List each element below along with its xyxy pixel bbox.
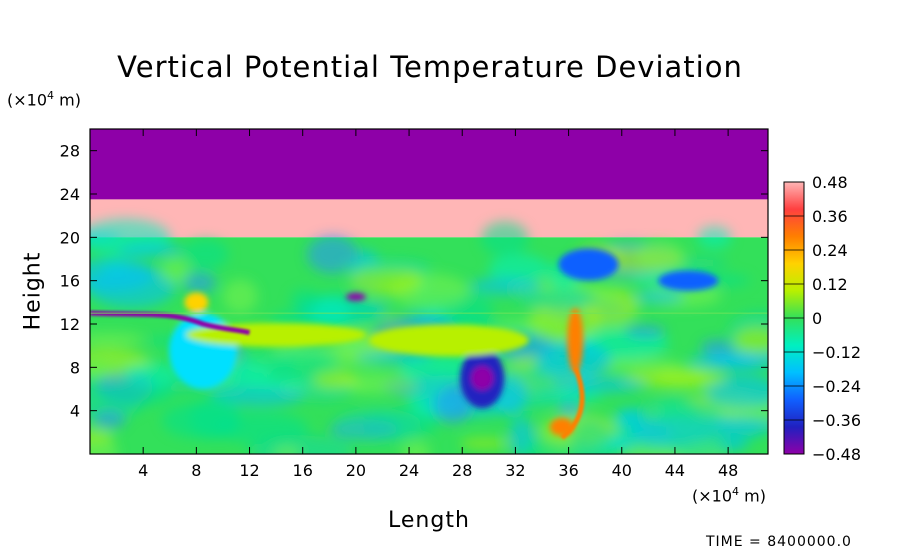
x-tick-label: 40 [612,461,632,480]
x-axis-unit: (×104 m) [692,485,766,506]
colorbar-tick-label: −0.12 [812,343,861,362]
colorbar: 0.48 0.36 0.24 0.12 0 −0.12 −0.24 −0.36 −0.48 [783,173,861,464]
plot-area [90,129,768,454]
x-tick-label: 20 [346,461,366,480]
x-tick-label: 28 [452,461,472,480]
y-tick-label: 8 [70,358,80,377]
x-tick-label: 16 [293,461,313,480]
colorbar-tick-label: 0.12 [812,275,848,294]
colorbar-tick-label: −0.36 [812,411,861,430]
plot-frame [89,128,769,455]
y-tick-label: 16 [60,272,80,291]
x-tick-label: 48 [718,461,738,480]
colorbar-tick-label: −0.48 [812,445,861,464]
chart-title: Vertical Potential Temperature Deviation [117,50,743,84]
colorbar-tick-label: 0.36 [812,207,848,226]
y-tick-label: 20 [60,228,80,247]
y-tick-label: 28 [60,142,80,161]
colorbar-tick-label: 0.24 [812,241,848,260]
region-upper-band [90,199,768,238]
y-tick-label: 4 [70,402,80,421]
x-tick-label: 8 [191,461,201,480]
turbulence-texture [90,218,768,454]
y-tick-label: 12 [60,315,80,334]
colorbar-tick-label: 0.48 [812,173,848,192]
x-tick-label: 36 [558,461,578,480]
plume-stem [560,366,585,440]
x-tick-label: 32 [505,461,525,480]
x-tick-label: 4 [138,461,148,480]
x-axis-label: Length [388,508,470,533]
y-tick-label: 24 [60,185,80,204]
x-tick-label: 44 [665,461,685,480]
x-tick-label: 24 [399,461,419,480]
colorbar-tick-label: −0.24 [812,377,861,396]
region-top-layer [90,129,768,200]
y-axis-unit: (×104 m) [7,89,81,110]
x-tick-label: 12 [239,461,259,480]
colorbar-tick-label: 0 [812,309,822,328]
boundary-streak [90,310,251,336]
